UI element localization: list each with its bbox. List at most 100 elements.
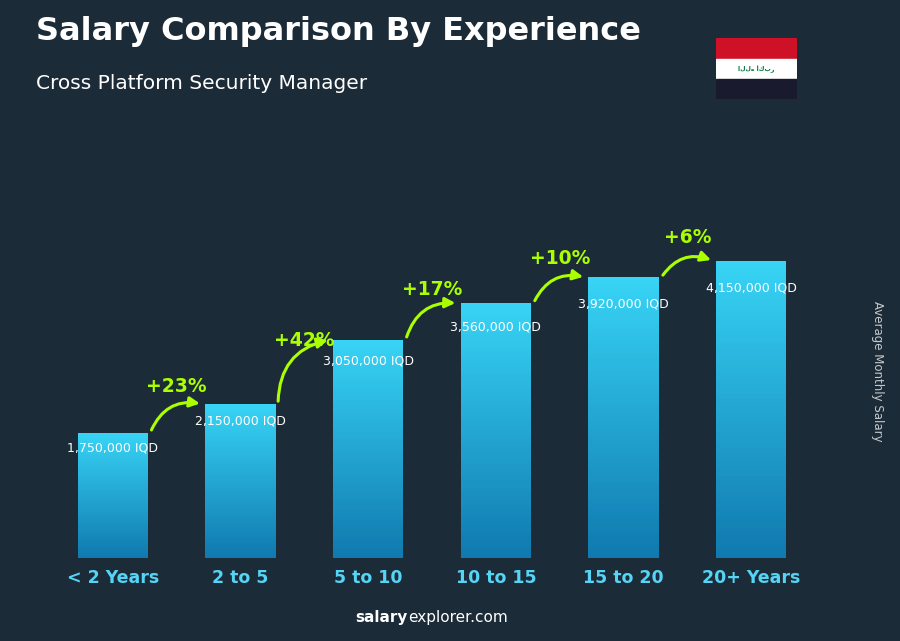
- Bar: [333, 348, 403, 351]
- Bar: [461, 360, 531, 363]
- Bar: [333, 476, 403, 479]
- Bar: [589, 529, 659, 533]
- Bar: [205, 519, 275, 521]
- Bar: [716, 406, 787, 410]
- Bar: [716, 420, 787, 424]
- Bar: [589, 526, 659, 529]
- Bar: [205, 435, 275, 437]
- Bar: [333, 501, 403, 503]
- Bar: [77, 540, 148, 542]
- Bar: [333, 541, 403, 544]
- Bar: [589, 326, 659, 330]
- Bar: [716, 317, 787, 320]
- Bar: [77, 520, 148, 522]
- Bar: [461, 516, 531, 519]
- Bar: [205, 404, 275, 406]
- Bar: [461, 306, 531, 310]
- Bar: [333, 547, 403, 549]
- Bar: [205, 512, 275, 513]
- Bar: [716, 294, 787, 298]
- Bar: [461, 446, 531, 449]
- Bar: [589, 354, 659, 358]
- Text: +42%: +42%: [274, 331, 335, 350]
- Bar: [716, 302, 787, 306]
- Bar: [461, 545, 531, 548]
- Bar: [77, 486, 148, 487]
- Bar: [589, 456, 659, 460]
- Bar: [205, 427, 275, 429]
- Bar: [77, 459, 148, 461]
- Bar: [77, 536, 148, 537]
- Bar: [205, 540, 275, 542]
- Bar: [716, 287, 787, 290]
- Bar: [333, 503, 403, 506]
- Bar: [716, 543, 787, 547]
- Bar: [77, 539, 148, 540]
- Bar: [589, 383, 659, 386]
- Bar: [461, 510, 531, 513]
- Bar: [333, 399, 403, 403]
- Bar: [205, 542, 275, 544]
- Bar: [77, 450, 148, 451]
- Bar: [589, 428, 659, 431]
- Bar: [205, 429, 275, 431]
- Bar: [77, 497, 148, 498]
- Bar: [589, 295, 659, 299]
- Bar: [333, 424, 403, 427]
- Bar: [77, 473, 148, 475]
- Bar: [589, 397, 659, 400]
- Bar: [205, 546, 275, 548]
- Bar: [589, 292, 659, 295]
- Bar: [77, 501, 148, 503]
- Bar: [461, 379, 531, 383]
- Bar: [589, 554, 659, 558]
- Bar: [205, 502, 275, 504]
- Bar: [589, 477, 659, 481]
- Bar: [589, 491, 659, 495]
- Bar: [333, 538, 403, 541]
- Bar: [77, 503, 148, 504]
- Bar: [461, 332, 531, 335]
- Bar: [205, 410, 275, 412]
- Bar: [205, 467, 275, 469]
- Bar: [77, 528, 148, 529]
- Bar: [333, 536, 403, 538]
- Bar: [589, 463, 659, 467]
- Bar: [461, 535, 531, 538]
- Bar: [333, 528, 403, 530]
- Bar: [77, 481, 148, 483]
- Bar: [205, 517, 275, 519]
- Bar: [461, 389, 531, 392]
- Bar: [333, 342, 403, 345]
- Bar: [589, 319, 659, 323]
- Bar: [461, 532, 531, 535]
- Bar: [461, 402, 531, 405]
- Bar: [333, 438, 403, 440]
- Bar: [205, 423, 275, 425]
- Bar: [589, 407, 659, 410]
- Bar: [461, 373, 531, 376]
- Bar: [205, 550, 275, 552]
- Bar: [205, 535, 275, 537]
- Bar: [716, 298, 787, 302]
- Bar: [716, 428, 787, 431]
- Bar: [333, 421, 403, 424]
- Bar: [589, 519, 659, 522]
- Bar: [333, 370, 403, 372]
- FancyArrowPatch shape: [407, 299, 452, 337]
- Bar: [77, 467, 148, 469]
- Bar: [589, 333, 659, 337]
- Bar: [333, 432, 403, 435]
- Bar: [716, 413, 787, 417]
- Bar: [461, 316, 531, 319]
- Bar: [589, 347, 659, 351]
- Bar: [205, 462, 275, 463]
- Bar: [589, 424, 659, 428]
- Bar: [77, 551, 148, 553]
- Bar: [333, 512, 403, 514]
- Bar: [461, 551, 531, 554]
- Bar: [461, 507, 531, 510]
- Bar: [461, 485, 531, 488]
- Bar: [589, 390, 659, 393]
- Bar: [716, 324, 787, 328]
